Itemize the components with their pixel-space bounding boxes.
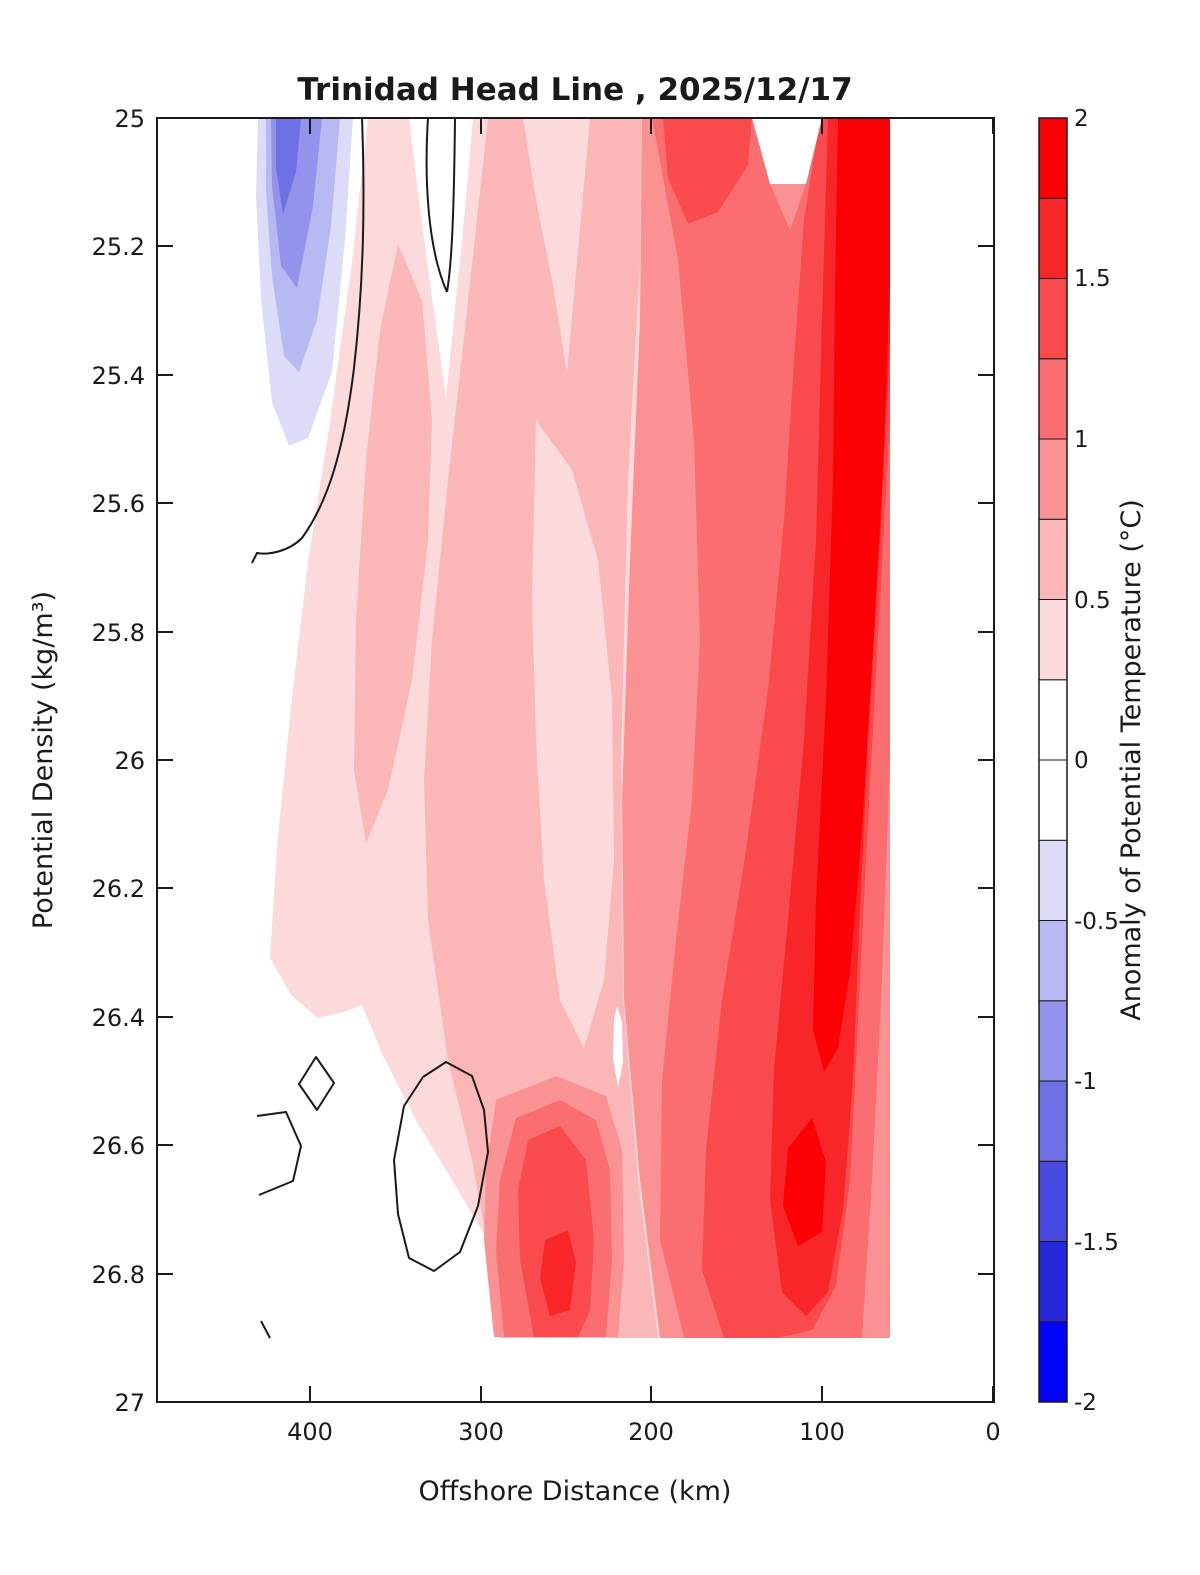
colorbar-segment: [1038, 679, 1068, 761]
colorbar-tick-label: -0.5: [1074, 909, 1119, 935]
zero-bracket: [256, 1111, 302, 1196]
y-tick-label: 26.6: [92, 1132, 145, 1160]
colorbar-segment: [1038, 1160, 1068, 1242]
contour-fill-warm-core-2-125-env: [518, 1126, 594, 1337]
contour-fill-warm-core-2: [540, 1230, 576, 1316]
contour-fill-white-wedge-top-left: [409, 118, 473, 397]
colorbar-segment: [1038, 599, 1068, 681]
x-tick-label: 100: [799, 1418, 845, 1446]
y-tick-label: 26.2: [92, 875, 145, 903]
contour-fill-neg-1-core: [276, 118, 301, 214]
contour-fill-pos-0.5-left-blob: [354, 244, 432, 843]
contour-fill-warm-core-1-outer: [783, 1118, 826, 1246]
y-tick-label: 26.4: [92, 1004, 145, 1032]
contour-fill-pos-1.25-top-lobe: [663, 118, 752, 224]
colorbar-segment: [1038, 438, 1068, 520]
colorbar-segment: [1038, 117, 1068, 199]
colorbar-tick-label: 0: [1074, 748, 1089, 774]
x-tick-label: 0: [985, 1418, 1000, 1446]
y-axis-label: Potential Density (kg/m³): [28, 591, 59, 929]
colorbar-tick-label: 0.5: [1074, 588, 1111, 614]
contour-fill-pale-central-island: [532, 420, 614, 1048]
zero-line-upper-left: [251, 118, 365, 564]
y-tick-label: 25: [114, 105, 145, 133]
colorbar-tick-label: -1: [1074, 1069, 1097, 1095]
colorbar-tick-label: -2: [1074, 1390, 1097, 1416]
x-tick-label: 400: [287, 1418, 333, 1446]
y-tick-label: 25.2: [92, 233, 145, 261]
colorbar-segment: [1038, 518, 1068, 600]
chart-title: Trinidad Head Line , 2025/12/17: [297, 72, 852, 108]
y-tick-label: 25.8: [92, 619, 145, 647]
y-tick-label: 26.8: [92, 1261, 145, 1289]
contour-fill-white-sliver-mid: [613, 1006, 623, 1088]
zero-tick-bottom-left: [260, 1320, 271, 1339]
x-tick-label: 200: [628, 1418, 674, 1446]
contour-fill-white-notch-top: [752, 118, 822, 184]
y-tick-label: 26: [114, 747, 145, 775]
colorbar-segment: [1038, 1241, 1068, 1323]
y-tick-label: 25.6: [92, 490, 145, 518]
colorbar-tick-label: -1.5: [1074, 1230, 1119, 1256]
colorbar-border: [1038, 117, 1068, 1403]
x-axis-label: Offshore Distance (km): [419, 1476, 732, 1507]
colorbar-segment: [1038, 920, 1068, 1002]
colorbar-segment: [1038, 278, 1068, 360]
y-tick-label: 25.4: [92, 362, 145, 390]
colorbar-label: Anomaly of Potential Temperature (°C): [1116, 499, 1147, 1021]
zero-diamond: [298, 1056, 335, 1111]
colorbar-segment: [1038, 1080, 1068, 1162]
colorbar-tick-label: 1: [1074, 427, 1089, 453]
colorbar-segment: [1038, 197, 1068, 279]
y-tick-label: 27: [114, 1389, 145, 1417]
contour-fill-pos-1.75-band: [813, 118, 890, 1072]
contour-fill-pale-v-island: [523, 118, 590, 373]
contour-fill-notch-under-wedge: [770, 184, 806, 230]
zero-wedge-right-branch: [446, 118, 456, 293]
colorbar-segment: [1038, 358, 1068, 440]
axis-ticks: 400 300 200 100 0 25 25.2 25.4 25.6 25.8 26 26.2 26.…: [92, 105, 1001, 1446]
zero-oval: [393, 1061, 489, 1272]
colorbar: 2 1.5 1 0.5 0 -0.5 -1 -1.5 -2: [1038, 106, 1119, 1416]
colorbar-segment: [1038, 759, 1068, 841]
contour-fill-bands: [256, 118, 890, 1338]
x-tick-label: 300: [458, 1418, 504, 1446]
zero-wedge-left-branch: [425, 118, 448, 293]
colorbar-segment: [1038, 1321, 1068, 1403]
colorbar-segment: [1038, 839, 1068, 921]
colorbar-segment: [1038, 1000, 1068, 1082]
zero-contour-lines: [251, 118, 489, 1339]
colorbar-tick-label: 1.5: [1074, 266, 1111, 292]
colorbar-tick-label: 2: [1074, 106, 1089, 132]
